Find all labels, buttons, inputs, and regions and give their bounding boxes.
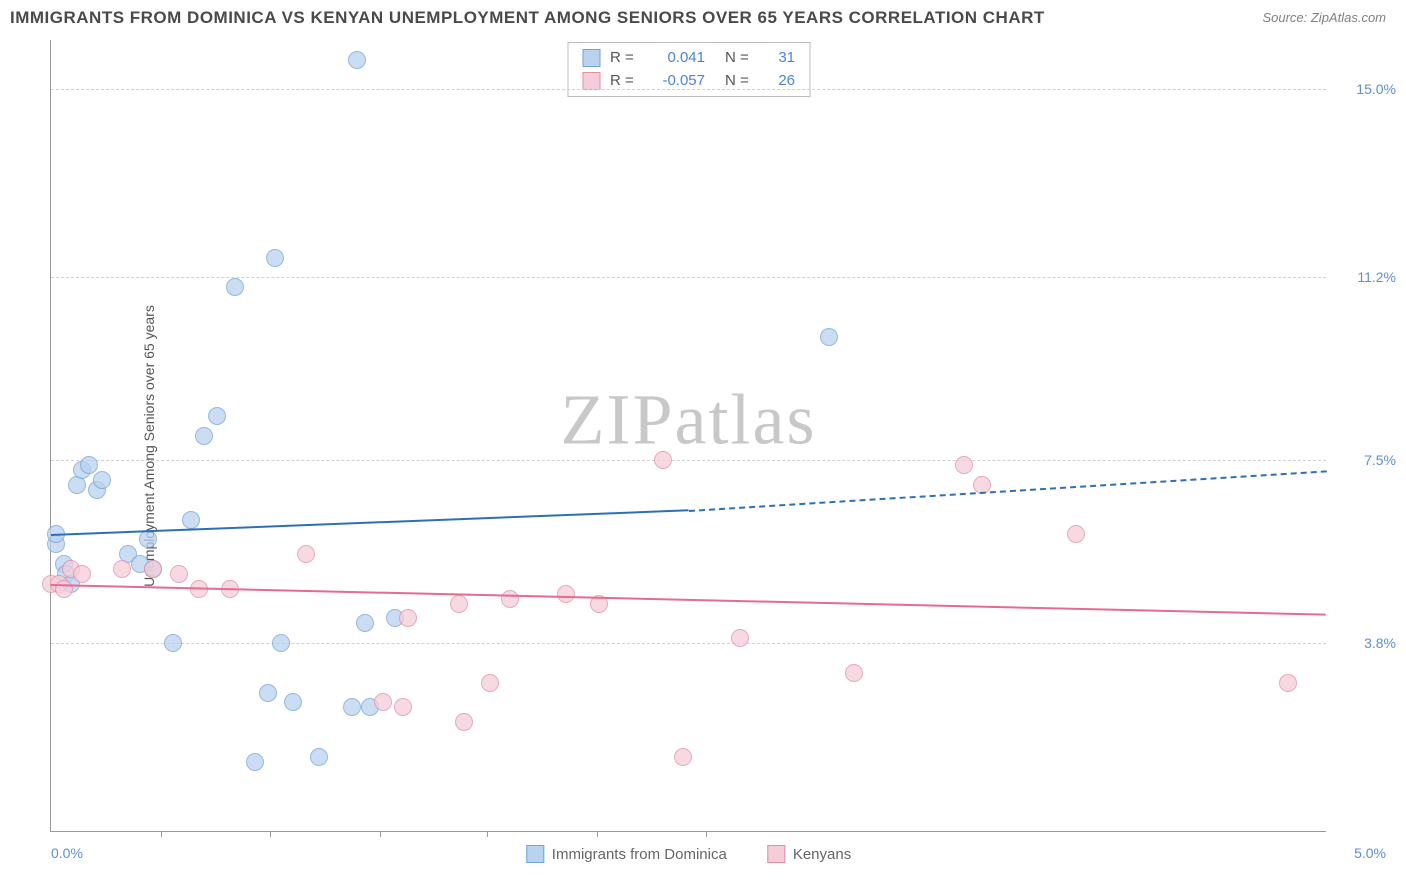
x-tick <box>161 831 162 837</box>
x-axis-max-label: 5.0% <box>1354 845 1386 861</box>
point-dominica <box>310 748 328 766</box>
point-dominica <box>272 634 290 652</box>
n-label: N = <box>725 47 755 70</box>
point-kenyans <box>374 693 392 711</box>
legend-label-kenyans: Kenyans <box>793 846 851 863</box>
point-kenyans <box>1067 525 1085 543</box>
point-kenyans <box>297 545 315 563</box>
point-kenyans <box>845 664 863 682</box>
point-kenyans <box>1279 674 1297 692</box>
point-dominica <box>356 614 374 632</box>
y-tick-label: 11.2% <box>1357 269 1396 285</box>
point-dominica <box>820 328 838 346</box>
swatch-dominica-icon <box>526 845 544 863</box>
x-tick <box>487 831 488 837</box>
point-dominica <box>348 51 366 69</box>
watermark-text: ZIPatlas <box>561 378 817 461</box>
y-tick-label: 7.5% <box>1364 452 1396 468</box>
point-dominica <box>139 530 157 548</box>
point-kenyans <box>113 560 131 578</box>
gridline <box>51 460 1326 461</box>
swatch-kenyans-icon <box>767 845 785 863</box>
chart-title: IMMIGRANTS FROM DOMINICA VS KENYAN UNEMP… <box>10 8 1045 28</box>
trendline-dashed <box>688 470 1326 512</box>
point-kenyans <box>73 565 91 583</box>
y-tick-label: 15.0% <box>1356 81 1396 97</box>
point-kenyans <box>674 748 692 766</box>
point-kenyans <box>481 674 499 692</box>
x-tick <box>380 831 381 837</box>
point-kenyans <box>144 560 162 578</box>
point-kenyans <box>450 595 468 613</box>
point-kenyans <box>394 698 412 716</box>
point-kenyans <box>170 565 188 583</box>
point-dominica <box>246 753 264 771</box>
x-tick <box>597 831 598 837</box>
point-dominica <box>226 278 244 296</box>
x-axis-min-label: 0.0% <box>51 845 83 861</box>
point-kenyans <box>55 580 73 598</box>
point-dominica <box>195 427 213 445</box>
series-legend: Immigrants from Dominica Kenyans <box>526 845 851 863</box>
point-kenyans <box>399 609 417 627</box>
x-tick <box>706 831 707 837</box>
r-label: R = <box>610 47 640 70</box>
point-kenyans <box>501 590 519 608</box>
point-dominica <box>182 511 200 529</box>
point-dominica <box>343 698 361 716</box>
swatch-dominica <box>582 49 600 67</box>
point-dominica <box>284 693 302 711</box>
point-kenyans <box>955 456 973 474</box>
gridline <box>51 277 1326 278</box>
x-tick <box>270 831 271 837</box>
gridline <box>51 643 1326 644</box>
legend-label-dominica: Immigrants from Dominica <box>552 846 727 863</box>
point-kenyans <box>731 629 749 647</box>
legend-row-dominica: R = 0.041 N = 31 <box>582 47 795 70</box>
gridline <box>51 89 1326 90</box>
point-dominica <box>93 471 111 489</box>
point-kenyans <box>455 713 473 731</box>
trendline <box>51 584 1326 616</box>
point-dominica <box>266 249 284 267</box>
r-value-dominica: 0.041 <box>650 47 705 70</box>
point-kenyans <box>557 585 575 603</box>
y-tick-label: 3.8% <box>1364 635 1396 651</box>
n-value-dominica: 31 <box>765 47 795 70</box>
point-dominica <box>80 456 98 474</box>
point-dominica <box>164 634 182 652</box>
chart-plot-area: ZIPatlas R = 0.041 N = 31 R = -0.057 N =… <box>50 40 1326 832</box>
legend-item-kenyans: Kenyans <box>767 845 851 863</box>
legend-item-dominica: Immigrants from Dominica <box>526 845 727 863</box>
point-kenyans <box>654 451 672 469</box>
source-label: Source: ZipAtlas.com <box>1262 10 1386 25</box>
point-dominica <box>259 684 277 702</box>
point-dominica <box>208 407 226 425</box>
swatch-kenyans <box>582 72 600 90</box>
